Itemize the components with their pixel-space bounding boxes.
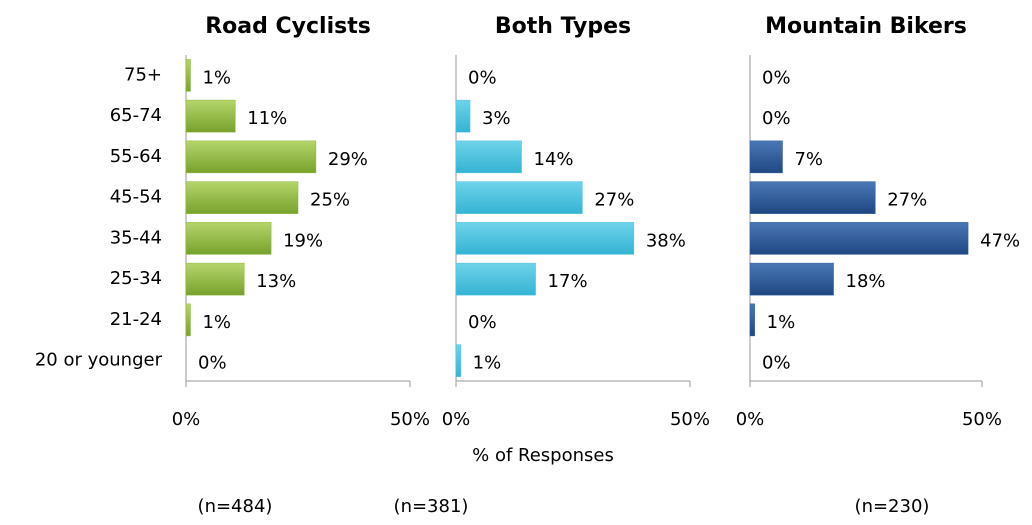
x-tick-label: 0% (736, 409, 765, 430)
bar (185, 222, 272, 255)
y-tick-label: 21-24 (110, 309, 162, 330)
value-label: 29% (328, 149, 368, 170)
bar (455, 262, 536, 296)
y-tick-label: 35-44 (110, 227, 162, 248)
value-label: 0% (468, 312, 497, 333)
value-label: 13% (256, 271, 296, 292)
x-tick-label: 0% (442, 409, 471, 430)
sample-size: (n=230) (855, 496, 930, 517)
bar (185, 140, 317, 174)
bar (749, 181, 876, 214)
y-tick-label: 25-34 (110, 268, 162, 289)
value-label: 38% (646, 230, 686, 251)
value-label: 14% (534, 149, 574, 170)
y-tick-label: 55-64 (110, 146, 162, 167)
y-tick-label: 75+ (124, 64, 162, 85)
bar (455, 99, 471, 133)
x-tick-label: 50% (390, 409, 430, 430)
value-label: 0% (762, 353, 791, 374)
y-tick-label: 45-54 (110, 187, 162, 208)
bar (455, 181, 583, 214)
bar (749, 140, 783, 174)
value-label: 25% (310, 190, 350, 211)
sample-size: (n=381) (394, 496, 469, 517)
value-label: 18% (846, 271, 886, 292)
x-axis-label: % of Responses (472, 445, 614, 466)
bar (455, 140, 522, 174)
bar (749, 262, 834, 296)
panel-title: Mountain Bikers (765, 14, 967, 39)
value-label: 0% (762, 67, 791, 88)
bar (455, 344, 461, 377)
value-label: 1% (767, 312, 796, 333)
value-label: 0% (198, 353, 227, 374)
x-tick-label: 50% (670, 409, 710, 430)
value-label: 17% (548, 271, 588, 292)
value-label: 1% (202, 67, 231, 88)
value-label: 7% (794, 149, 823, 170)
panel-title: Both Types (495, 14, 631, 39)
value-label: 47% (980, 230, 1020, 251)
value-label: 19% (283, 230, 323, 251)
bar (185, 262, 245, 296)
value-label: 27% (594, 190, 634, 211)
x-tick-label: 0% (172, 409, 201, 430)
value-label: 0% (468, 67, 497, 88)
bar (185, 181, 299, 214)
value-label: 27% (887, 190, 927, 211)
bar (185, 59, 191, 92)
bar (185, 303, 191, 337)
bar (185, 99, 236, 133)
bar (749, 222, 969, 255)
x-tick-label: 50% (962, 409, 1002, 430)
y-tick-label: 65-74 (110, 105, 162, 126)
value-label: 11% (247, 108, 287, 129)
panel-title: Road Cyclists (205, 14, 371, 39)
bar (455, 222, 635, 255)
value-label: 1% (473, 353, 502, 374)
y-tick-label: 20 or younger (35, 350, 163, 371)
value-label: 1% (202, 312, 231, 333)
value-label: 0% (762, 108, 791, 129)
sample-size: (n=484) (198, 496, 273, 517)
value-label: 3% (482, 108, 511, 129)
bar (749, 303, 755, 337)
